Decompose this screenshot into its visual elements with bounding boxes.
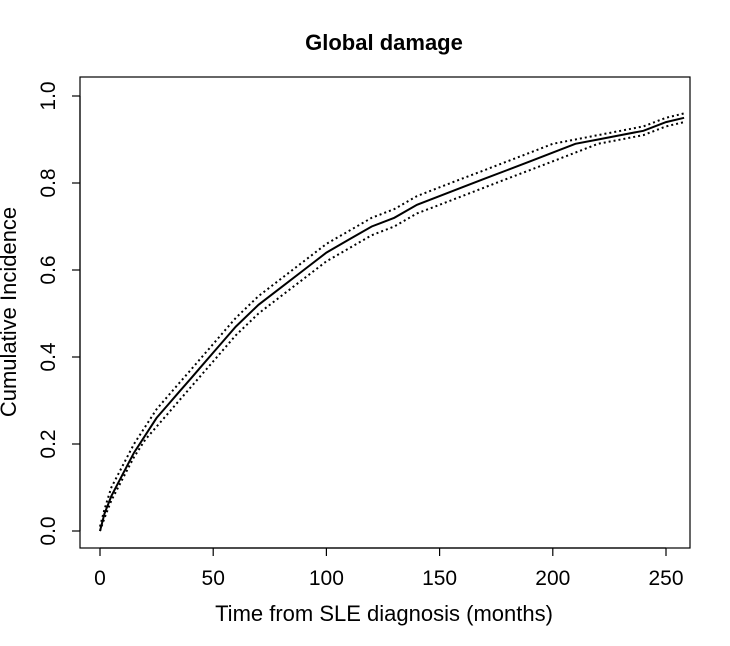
x-tick-label: 250: [648, 567, 683, 590]
x-axis: 0 50 100 150 200 250: [94, 547, 684, 590]
plot-frame: [79, 76, 691, 549]
cumulative-incidence-line: [99, 116, 685, 532]
x-tick-label: 0: [94, 567, 106, 590]
x-tick-label: 150: [422, 567, 457, 590]
y-tick-label: 1.0: [37, 81, 60, 110]
y-tick-label: 0.0: [37, 516, 60, 545]
confidence-band-line-2: [99, 121, 685, 532]
x-tick-label: 200: [535, 567, 570, 590]
x-tick-label: 100: [309, 567, 344, 590]
chart-title: Global damage: [305, 30, 463, 55]
y-tick-label: 0.6: [37, 255, 60, 284]
y-tick-label: 0.8: [37, 168, 60, 197]
series-layer: [99, 112, 685, 532]
y-axis: 0.0 0.2 0.4 0.6 0.8 1.0: [37, 81, 81, 546]
y-tick-label: 0.4: [37, 342, 60, 372]
confidence-band-line-1: [99, 112, 685, 527]
x-axis-label: Time from SLE diagnosis (months): [215, 601, 553, 626]
y-axis-label: Cumulative Incidence: [0, 207, 21, 417]
y-tick-label: 0.2: [37, 429, 60, 458]
x-tick-label: 50: [202, 567, 225, 590]
